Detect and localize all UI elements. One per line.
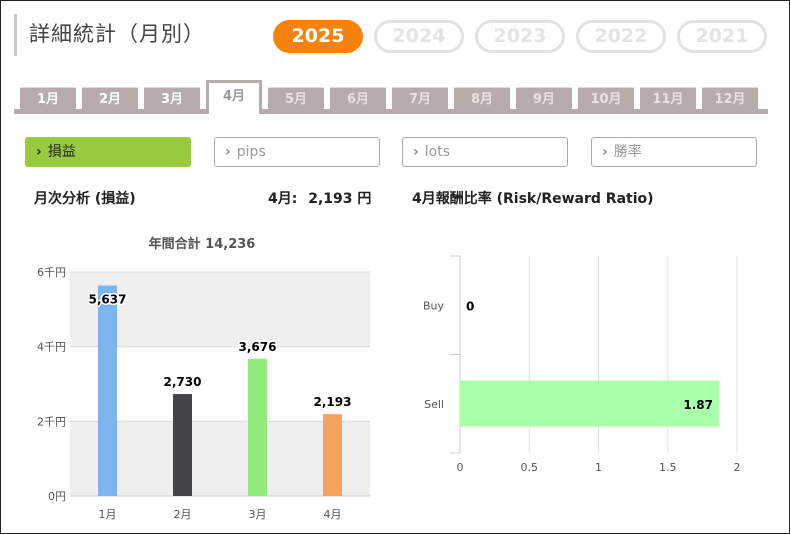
- year-tab-2021[interactable]: 2021: [677, 20, 767, 53]
- month-tab-1[interactable]: 1月: [20, 87, 76, 111]
- month-tab-4[interactable]: 4月: [206, 80, 262, 114]
- month-tab-12[interactable]: 12月: [702, 87, 758, 111]
- metric-button-1[interactable]: › pips: [214, 137, 380, 167]
- grid-band: [70, 421, 370, 496]
- current-month-summary: 4月: 2,193 円: [268, 188, 371, 208]
- x-tick-label: 1月: [99, 508, 117, 521]
- chevron-right-icon: ›: [225, 144, 231, 160]
- title-bar: 詳細統計（月別）: [14, 14, 205, 56]
- x-tick-label: 0: [457, 461, 464, 474]
- x-tick-label: 3月: [249, 508, 267, 521]
- x-tick-label: 2月: [174, 508, 192, 521]
- rr-bar-sell[interactable]: [460, 380, 719, 427]
- bar-4[interactable]: [323, 414, 342, 496]
- metric-button-label: 損益: [47, 144, 76, 160]
- x-tick-label: 4月: [324, 508, 342, 521]
- metric-button-label: 勝率: [613, 144, 642, 160]
- bar-value-label: 5,637: [89, 293, 127, 307]
- current-month-value: 2,193 円: [308, 191, 372, 207]
- y-tick-label: 0円: [48, 490, 66, 503]
- bar-3[interactable]: [248, 358, 267, 496]
- y-tick-label: 6千円: [37, 266, 66, 279]
- month-tab-3[interactable]: 3月: [144, 87, 200, 111]
- metric-button-label: pips: [236, 144, 266, 160]
- monthly-analysis-heading: 月次分析 (損益): [34, 191, 136, 207]
- metric-button-2[interactable]: › lots: [402, 137, 568, 167]
- month-tab-8[interactable]: 8月: [454, 87, 510, 111]
- x-tick-label: 2: [734, 461, 741, 474]
- bar-1[interactable]: [98, 285, 117, 496]
- grid-band: [70, 272, 370, 347]
- x-tick-label: 1.5: [659, 461, 677, 474]
- current-month-label: 4月:: [268, 191, 298, 207]
- rr-value-label: 1.87: [683, 398, 713, 412]
- month-tabs: 1月 2月 3月 4月 5月 6月 7月 8月 9月 10月 11月 12月: [14, 80, 768, 114]
- bar-value-label: 2,730: [164, 375, 202, 389]
- year-tab-2025[interactable]: 2025: [273, 20, 363, 53]
- metric-button-0[interactable]: › 損益: [25, 137, 191, 167]
- monthly-bar-chart: 年間合計 14,236 0円 2千円 4千円 6千円 5,637 1月 2,730 2月 3,67…: [37, 236, 370, 521]
- bar-2[interactable]: [173, 394, 192, 496]
- month-tab-9[interactable]: 9月: [516, 87, 572, 111]
- metric-button-3[interactable]: › 勝率: [591, 137, 757, 167]
- month-tab-10[interactable]: 10月: [578, 87, 634, 111]
- month-tab-5[interactable]: 5月: [268, 87, 324, 111]
- year-tab-2022[interactable]: 2022: [576, 20, 666, 53]
- month-tab-2[interactable]: 2月: [82, 87, 138, 111]
- year-tab-2024[interactable]: 2024: [374, 20, 464, 53]
- x-tick-label: 1: [595, 461, 602, 474]
- month-tab-11[interactable]: 11月: [640, 87, 696, 111]
- bar-value-label: 3,676: [239, 340, 277, 354]
- y-tick-label: Sell: [424, 398, 444, 411]
- chevron-right-icon: ›: [36, 144, 42, 160]
- x-tick-label: 0.5: [521, 461, 539, 474]
- page-title: 詳細統計（月別）: [29, 22, 205, 46]
- month-tab-6[interactable]: 6月: [330, 87, 386, 111]
- y-tick-label: Buy: [423, 299, 445, 312]
- year-tab-2023[interactable]: 2023: [475, 20, 565, 53]
- rr-value-label: 0: [466, 299, 474, 313]
- month-tab-7[interactable]: 7月: [392, 87, 448, 111]
- y-tick-label: 2千円: [37, 415, 66, 428]
- metric-button-label: lots: [424, 144, 451, 160]
- risk-reward-chart: 0 0.5 1 1.5 2 Buy 0 Sell 1.87: [423, 255, 741, 474]
- ratio-heading: 4月報酬比率 (Risk/Reward Ratio): [412, 191, 654, 207]
- y-tick-label: 4千円: [37, 341, 66, 354]
- tab-baseline: [14, 109, 768, 114]
- chevron-right-icon: ›: [413, 144, 419, 160]
- chevron-right-icon: ›: [602, 144, 608, 160]
- bar-value-label: 2,193: [314, 395, 352, 409]
- bar-chart-title: 年間合計 14,236: [149, 236, 256, 252]
